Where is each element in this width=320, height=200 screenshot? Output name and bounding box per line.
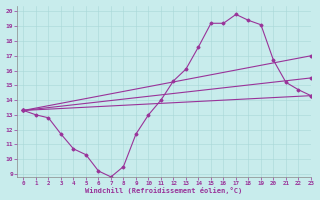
X-axis label: Windchill (Refroidissement éolien,°C): Windchill (Refroidissement éolien,°C) — [85, 187, 243, 194]
